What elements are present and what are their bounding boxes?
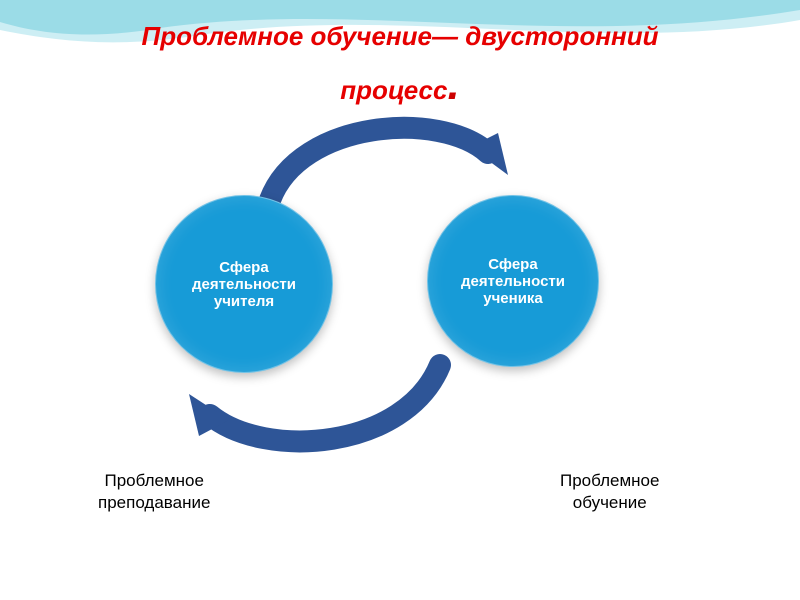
title-line1: Проблемное обучение— двусторонний (142, 21, 659, 51)
node-teacher-label: Сфера деятельности учителя (192, 259, 296, 310)
arrow-bottom (155, 350, 465, 480)
caption-teaching: Проблемное преподавание (98, 470, 210, 514)
node-student: Сфера деятельности ученика (427, 195, 599, 367)
arrow-top (240, 95, 530, 215)
node-teacher: Сфера деятельности учителя (155, 195, 333, 373)
caption-learning: Проблемное обучение (560, 470, 659, 514)
node-student-label: Сфера деятельности ученика (461, 256, 565, 307)
